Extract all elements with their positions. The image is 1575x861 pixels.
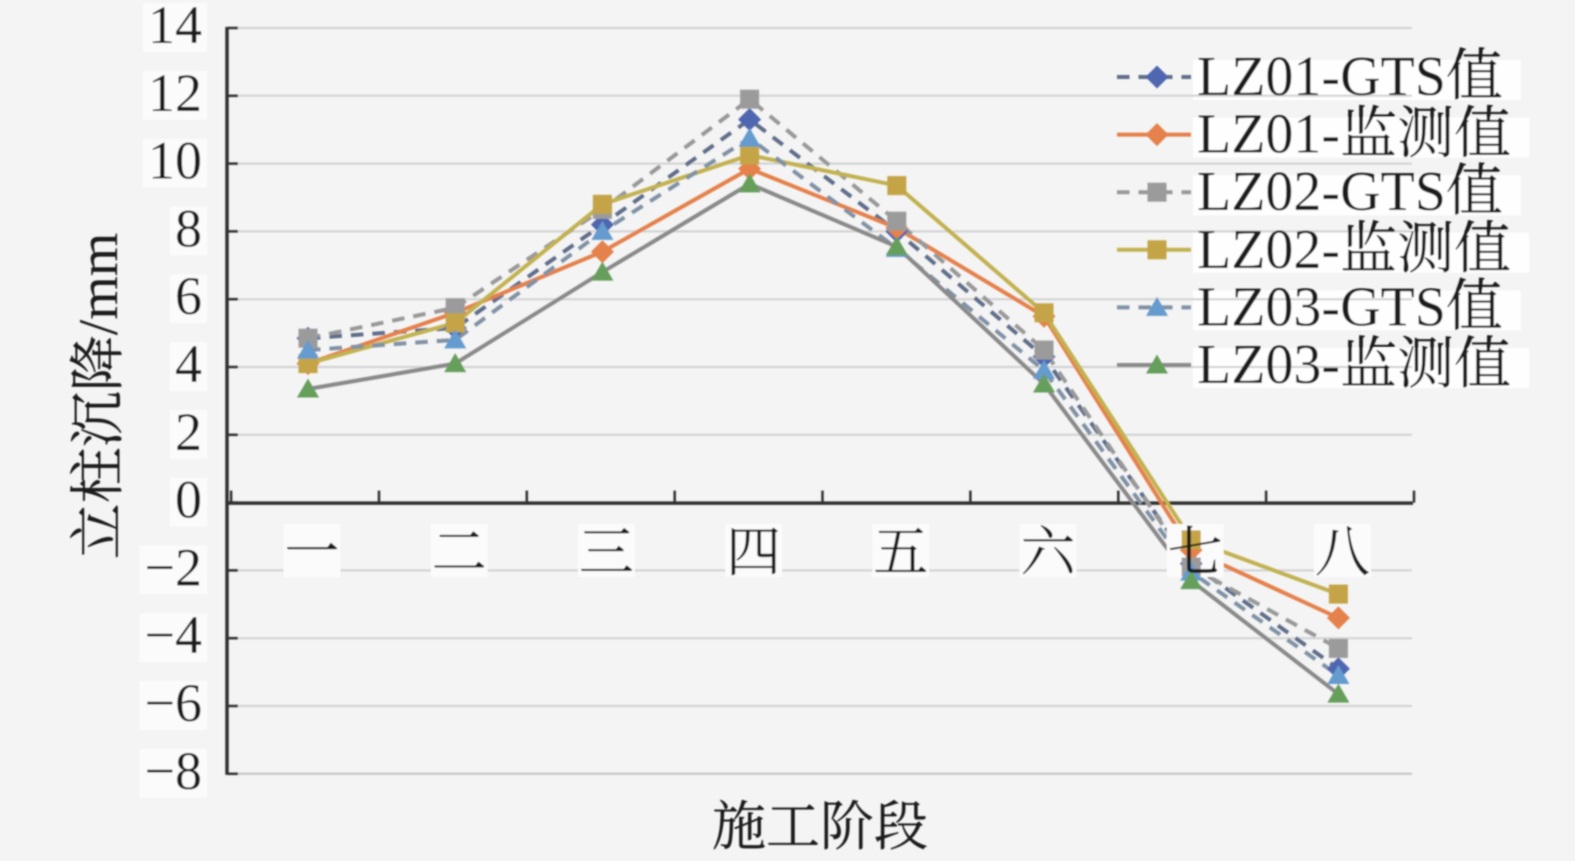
svg-text:LZ03-GTS: LZ03-GTS xyxy=(1197,276,1446,338)
svg-text:−4: −4 xyxy=(145,605,202,665)
svg-text:4: 4 xyxy=(175,334,202,394)
svg-text:LZ02-GTS: LZ02-GTS xyxy=(1197,161,1446,223)
svg-text:10: 10 xyxy=(148,131,202,191)
svg-text:LZ01-: LZ01- xyxy=(1197,104,1340,166)
svg-text:/mm: /mm xyxy=(68,233,130,336)
svg-text:LZ01-GTS: LZ01-GTS xyxy=(1197,46,1446,108)
svg-text:−6: −6 xyxy=(145,673,202,733)
svg-text:0: 0 xyxy=(175,470,202,530)
svg-text:8: 8 xyxy=(175,198,202,258)
svg-text:LZ02-: LZ02- xyxy=(1197,219,1340,281)
svg-text:−2: −2 xyxy=(145,537,202,597)
svg-text:2: 2 xyxy=(175,402,202,462)
svg-text:LZ03-: LZ03- xyxy=(1197,334,1340,396)
svg-text:12: 12 xyxy=(148,63,202,123)
svg-text:−8: −8 xyxy=(145,741,202,801)
svg-text:14: 14 xyxy=(148,0,202,55)
svg-text:6: 6 xyxy=(175,266,202,326)
